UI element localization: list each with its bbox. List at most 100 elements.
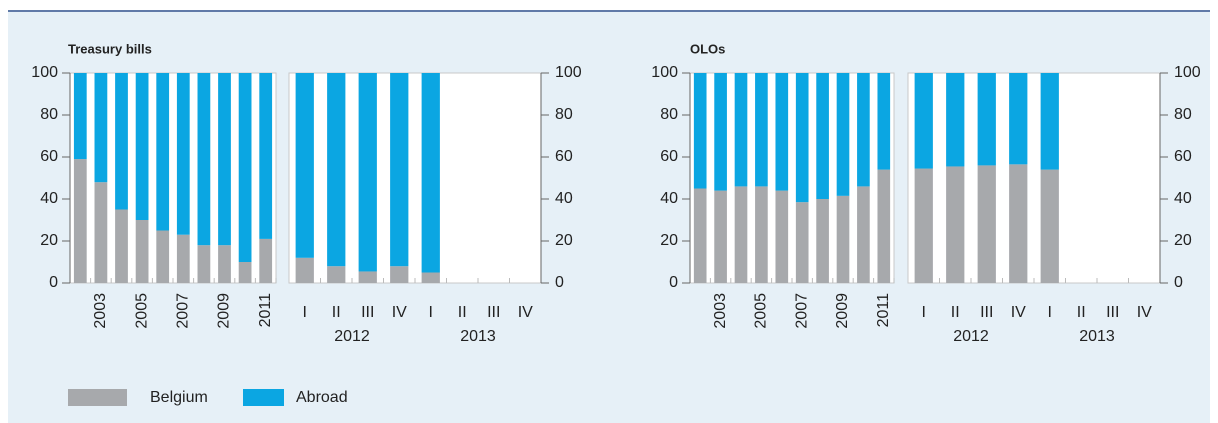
y-tick-label: 20 [1174,232,1192,249]
bar [358,73,377,272]
y-tick-label: 0 [669,274,678,291]
bar [390,266,409,283]
y-tick-label: 60 [1174,148,1192,165]
y-tick-label: 80 [1174,106,1192,123]
y-tick-label: 60 [40,148,58,165]
bar [693,73,707,189]
bar [218,245,231,283]
bar [1009,164,1028,283]
x-group-label: 2013 [1079,328,1115,345]
bar [1040,169,1059,283]
x-tick-label: 2011 [257,293,274,328]
x-group-label: 2012 [953,328,989,345]
x-tick-label: 2005 [133,293,150,329]
bar [94,182,108,283]
x-tick-label: II [458,304,467,321]
x-tick-label: IV [518,304,533,321]
y-tick-label: 20 [555,232,573,249]
bar [135,73,149,220]
bar [857,186,870,283]
x-tick-label: 2007 [175,293,192,329]
y-tick-label: 40 [660,190,678,207]
bar [259,238,273,283]
x-tick-label: 2009 [216,293,233,329]
x-tick-label: I [922,304,926,321]
x-tick-label: II [332,304,341,321]
bar [714,73,727,191]
y-tick-label: 80 [40,106,58,123]
bar [358,271,377,283]
bar [94,73,108,183]
x-tick-label: 2007 [793,293,810,329]
bar [795,73,809,203]
bar [1009,73,1028,165]
plot-area [907,72,1161,284]
bar [816,199,829,283]
bar [295,73,314,258]
bar [218,73,231,246]
y-tick-label: 40 [1174,190,1192,207]
plot-area [288,72,542,284]
bar [238,262,252,283]
x-tick-label: IV [1011,304,1026,321]
x-tick-label: III [487,304,500,321]
x-tick-label: IV [392,304,407,321]
bar [734,186,748,283]
bar [176,73,190,235]
y-tick-label: 20 [660,232,678,249]
x-tick-label: 2003 [92,293,109,329]
legend-swatch [68,389,127,406]
chart-title: OLOs [690,41,725,56]
bar [946,166,965,283]
x-tick-label: I [303,304,307,321]
bar [734,73,748,187]
x-tick-label: II [951,304,960,321]
x-tick-label: 2005 [753,293,770,329]
bar [693,188,707,283]
x-tick-label: III [361,304,374,321]
bar [914,168,933,283]
y-tick-label: 80 [555,106,573,123]
bar [977,165,996,283]
x-tick-label: III [980,304,993,321]
bar [755,73,768,187]
y-tick-label: 100 [651,64,678,81]
y-tick-label: 80 [660,106,678,123]
bar [197,73,211,246]
x-tick-label: I [1048,304,1052,321]
bar [156,230,170,283]
bar [977,73,996,166]
bar [421,73,440,273]
bar [259,73,273,239]
y-tick-label: 40 [40,190,58,207]
bar [176,234,190,283]
legend-swatch [243,389,284,406]
bar [197,245,211,283]
y-tick-label: 60 [660,148,678,165]
bar [327,73,346,267]
x-tick-label: III [1106,304,1119,321]
y-tick-label: 60 [555,148,573,165]
y-tick-label: 0 [555,274,564,291]
x-tick-label: I [429,304,433,321]
chart-title: Treasury bills [68,41,152,56]
y-tick-label: 100 [555,64,582,81]
bar [156,73,170,231]
bar [73,159,87,283]
bar [836,195,850,283]
y-tick-label: 100 [31,64,58,81]
bar [327,266,346,283]
bar [421,272,440,283]
bar [836,73,850,196]
x-tick-label: 2003 [712,293,729,329]
bar [795,202,809,283]
bar [816,73,829,199]
bar [73,73,87,160]
y-tick-label: 0 [1174,274,1183,291]
bar [115,73,128,210]
bar [295,257,314,283]
legend-label: Belgium [150,389,208,406]
bar [238,73,252,262]
bar [115,209,128,283]
